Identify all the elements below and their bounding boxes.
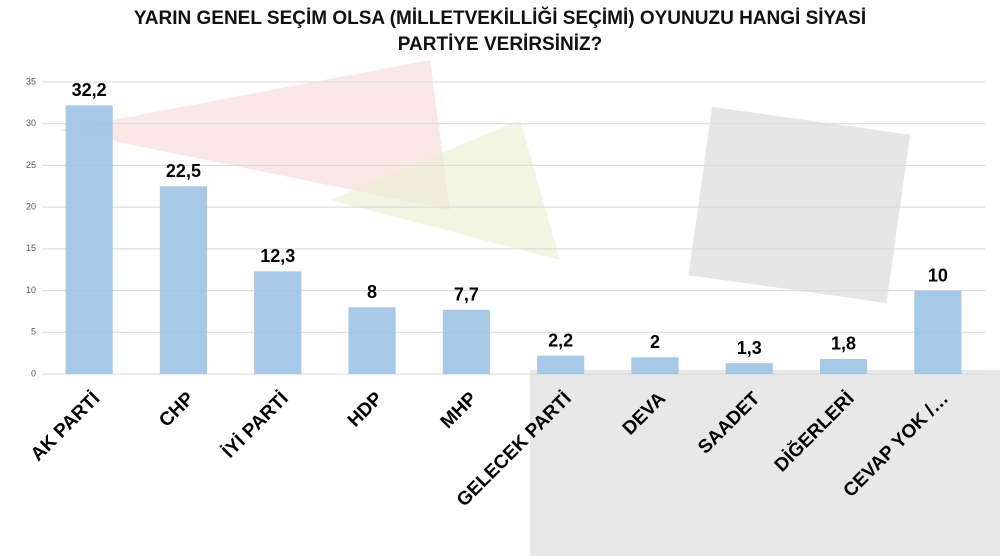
chart-title: YARIN GENEL SEÇİM OLSA (MİLLETVEKİLLİĞİ … — [133, 8, 867, 55]
x-tick-label: CHP — [155, 388, 198, 431]
bar — [914, 290, 962, 374]
background-decoration — [330, 120, 560, 260]
bar — [442, 309, 490, 374]
y-tick-label: 10 — [26, 285, 36, 295]
value-label: 2 — [650, 332, 660, 352]
y-tick-label: 30 — [26, 118, 36, 128]
x-tick-label: AK PARTİ — [27, 388, 104, 465]
value-label: 1,3 — [737, 338, 762, 358]
background-decoration — [60, 60, 450, 210]
value-label: 2,2 — [548, 330, 573, 350]
value-label: 32,2 — [72, 80, 107, 100]
value-label: 8 — [367, 282, 377, 302]
bar — [725, 363, 773, 374]
x-tick-label: İYİ PARTİ — [219, 388, 293, 462]
background-decoration — [530, 370, 1000, 556]
bar — [537, 355, 585, 374]
bar — [65, 105, 113, 375]
x-tick-label: HDP — [344, 388, 387, 431]
bar — [348, 307, 396, 374]
background-decoration — [688, 106, 911, 304]
x-tick-label: MHP — [437, 388, 482, 433]
value-label: 10 — [928, 265, 948, 285]
y-tick-label: 0 — [31, 368, 36, 378]
bar — [819, 358, 868, 374]
y-tick-label: 15 — [26, 243, 36, 253]
value-label: 22,5 — [166, 161, 201, 181]
y-tick-label: 25 — [26, 160, 36, 170]
value-label: 12,3 — [260, 246, 295, 266]
bar — [159, 186, 208, 374]
y-tick-label: 20 — [26, 202, 36, 212]
bar — [631, 357, 679, 374]
y-tick-label: 35 — [26, 76, 36, 86]
bar — [254, 271, 302, 374]
value-label: 7,7 — [454, 285, 479, 305]
value-label: 1,8 — [831, 334, 856, 354]
y-tick-label: 5 — [31, 327, 36, 337]
